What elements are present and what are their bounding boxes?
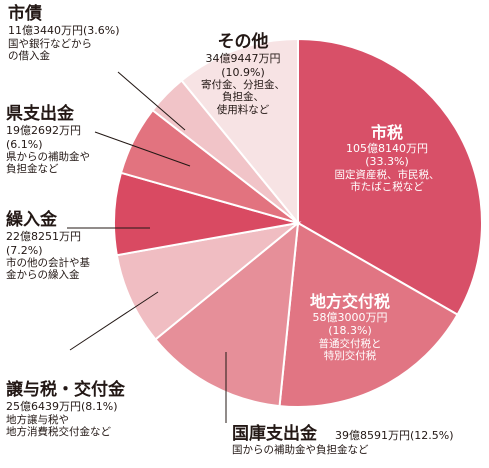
label-shisai-amount: 11億3440万円(3.6%) [8,24,120,38]
label-kokko-row: 国庫支出金 39億8591万円(12.5%) [232,424,454,444]
label-kurii-name: 繰入金 [6,210,57,230]
label-sonota-desc-3: 使用料など [216,103,270,116]
label-ken-percent: (6.1%) [6,137,43,151]
leader-line-jouyo [69,291,159,351]
label-chihou-name: 地方交付税 [309,292,390,311]
label-kurii-desc-1: 市の他の会計や基 [6,256,90,269]
label-chihou: 地方交付税 58億3000万円 (18.3%) 普通交付税と 特別交付税 [290,292,410,363]
label-chihou-amount: 58億3000万円 [312,311,388,325]
label-kurii-percent: (7.2%) [6,243,43,257]
leader-line-shisai [117,71,186,131]
label-shizei-percent: (33.3%) [365,155,409,169]
label-jouyo: 譲与税・交付金 25億6439万円(8.1%) 地方譲与税や 地方消費税交付金な… [6,380,125,439]
label-jouyo-desc-2: 地方消費税交付金など [6,426,111,439]
pie-slice-kokko [154,220,300,408]
label-ken-name: 県支出金 [6,104,74,124]
leader-lines [67,71,227,423]
label-jouyo-amount: 25億6439万円(8.1%) [6,400,118,414]
leader-line-ken [94,131,191,167]
label-kokko: 国庫支出金 39億8591万円(12.5%) 国からの補助金や負担金など [232,424,454,457]
label-kurii-desc-2: 金からの繰入金 [6,269,80,282]
pie-slices [113,37,483,408]
label-jouyo-name: 譲与税・交付金 [6,380,125,400]
label-shizei-desc-2: 市たばこ税など [350,181,424,194]
label-sonota-name: その他 [217,32,269,52]
label-shizei-desc-1: 固定資産税、市民税、 [334,168,440,181]
label-ken-desc-2: 負担金など [6,163,59,176]
pie-slice-shizei [297,37,483,317]
label-kokko-name: 国庫支出金 [232,424,317,444]
pie-slice-chihou [278,221,459,408]
label-sonota-percent: (10.9%) [221,65,265,79]
label-chihou-percent: (18.3%) [328,324,372,338]
label-kurii-amount: 22億8251万円 [6,230,81,244]
label-shisai-desc-2: の借入金 [8,50,50,63]
label-sonota-amount: 34億9447万円 [205,52,281,66]
label-shisai: 市債 11億3440万円(3.6%) 国や銀行などから の借入金 [8,4,120,63]
pie-slice-sonota [180,37,299,226]
label-sonota-desc-1: 寄付金、分担金、 [201,78,285,91]
label-shizei-name: 市税 [370,123,403,142]
label-ken-amount: 19億2692万円 [6,124,81,138]
label-shisai-name: 市債 [8,4,42,24]
pie-slice-jouyo [115,221,302,341]
label-kokko-amount: 39億8591万円(12.5%) [335,429,454,442]
label-sonota: その他 34億9447万円 (10.9%) 寄付金、分担金、 負担金、 使用料な… [188,32,298,117]
label-ken: 県支出金 19億2692万円 (6.1%) 県からの補助金や 負担金など [6,104,90,176]
label-shizei: 市税 105億8140万円 (33.3%) 固定資産税、市民税、 市たばこ税など [322,123,452,194]
label-ken-desc-1: 県からの補助金や [6,150,90,163]
label-shizei-amount: 105億8140万円 [346,142,428,156]
label-kurii: 繰入金 22億8251万円 (7.2%) 市の他の会計や基 金からの繰入金 [6,210,90,282]
label-kokko-desc-1: 国からの補助金や負担金など [232,444,369,457]
label-shisai-desc-1: 国や銀行などから [8,37,92,50]
label-jouyo-desc-1: 地方譲与税や [6,413,69,426]
label-chihou-desc-1: 普通交付税と [318,337,382,350]
label-chihou-desc-2: 特別交付税 [323,350,377,363]
label-sonota-desc-2: 負担金、 [222,91,264,104]
